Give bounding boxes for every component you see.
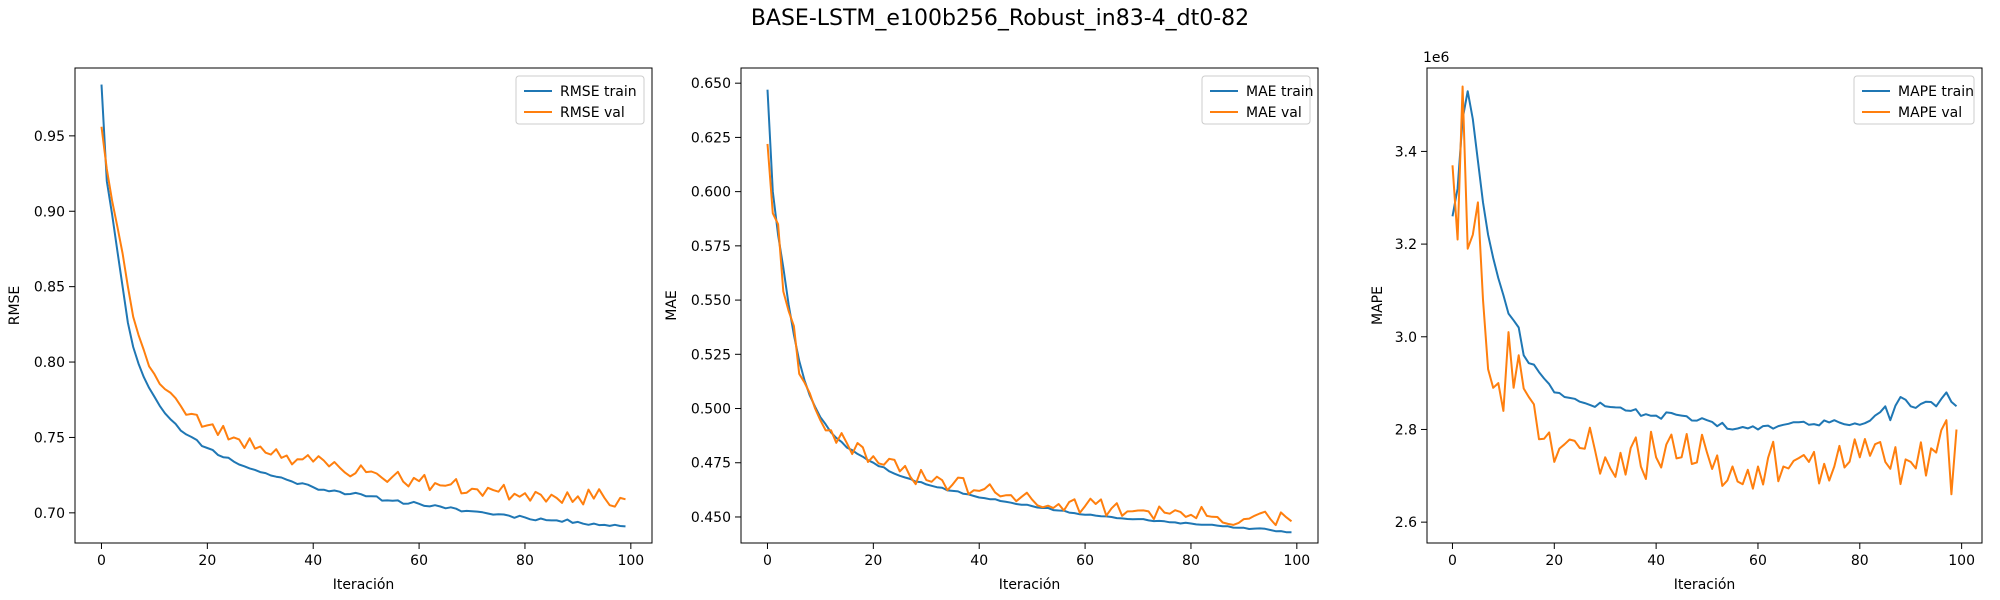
mae-legend: MAE train MAE val	[1201, 75, 1314, 125]
mae-x-tick-label: 60	[1076, 553, 1094, 569]
mape-y-tick-label: 2.8	[1395, 422, 1417, 438]
mape-y-tick-label: 3.4	[1395, 144, 1417, 160]
mae-x-tick-label: 40	[970, 553, 988, 569]
rmse-series-val-line	[100, 126, 626, 508]
mape-axes-frame	[1426, 67, 1983, 544]
mae-y-axis-label: MAE	[664, 290, 680, 321]
mape-x-tick-label: 20	[1545, 553, 1563, 569]
rmse-x-tick-label: 60	[410, 553, 428, 569]
mae-y-tick-label: 0.575	[691, 239, 731, 255]
mae-y-tick-label: 0.650	[691, 76, 731, 92]
rmse-legend: RMSE train RMSE val	[515, 75, 645, 125]
mape-plot-area: 0 20 40 60 80 100 2.6 2.8 3.0 3.2 3.4 Iteración MAPE…	[1370, 50, 1983, 593]
mape-scale-label: 1e6	[1423, 50, 1450, 66]
rmse-x-axis-label: Iteración	[333, 577, 395, 593]
mae-x-tick-label: 0	[763, 553, 772, 569]
mae-x-tick-label: 80	[1182, 553, 1200, 569]
mape-legend: MAPE train MAPE val	[1853, 75, 1975, 125]
rmse-y-tick-label: 0.75	[34, 430, 65, 446]
rmse-x-tick-label: 0	[97, 553, 106, 569]
figure-title: BASE-LSTM_e100b256_Robust_in83-4_dt0-82	[750, 6, 1250, 31]
mae-y-tick-label: 0.625	[691, 130, 731, 146]
mape-series-val-line	[1451, 85, 1958, 496]
mape-series-train-line	[1451, 90, 1958, 431]
mae-y-tick-label: 0.600	[691, 185, 731, 201]
mape-x-tick-label: 0	[1448, 553, 1457, 569]
mape-y-tick-label: 3.2	[1395, 237, 1417, 253]
rmse-plot-area: 0 20 40 60 80 100 0.70 0.75 0.80 0.85 0.90 0.95 Iter…	[7, 67, 653, 593]
rmse-series-train-line	[100, 84, 626, 528]
mae-x-tick-label: 20	[864, 553, 882, 569]
mae-y-tick-label: 0.550	[691, 293, 731, 309]
mape-y-tick-label: 2.6	[1395, 515, 1417, 531]
mae-series-val-line	[766, 143, 1293, 527]
rmse-y-tick-label: 0.95	[34, 129, 65, 145]
mape-x-tick-label: 40	[1647, 553, 1665, 569]
mape-legend-label: MAPE val	[1898, 105, 1962, 121]
mape-x-tick-label: 60	[1749, 553, 1767, 569]
mape-x-tick-label: 100	[1948, 553, 1975, 569]
rmse-y-axis-label: RMSE	[7, 286, 23, 326]
mae-plot-area: 0 20 40 60 80 100 0.450 0.475 0.500 0.525 0.550 0.5…	[664, 67, 1319, 593]
mape-legend-label: MAPE train	[1898, 84, 1974, 100]
rmse-y-tick-label: 0.90	[34, 204, 65, 220]
mae-legend-label: MAE val	[1246, 105, 1302, 121]
rmse-x-tick-label: 100	[617, 553, 644, 569]
rmse-x-tick-label: 20	[198, 553, 216, 569]
rmse-axes-frame	[74, 67, 653, 544]
mae-x-axis-label: Iteración	[999, 577, 1061, 593]
mae-axes-frame	[740, 67, 1319, 544]
rmse-x-tick-label: 80	[516, 553, 534, 569]
mae-y-tick-label: 0.500	[691, 402, 731, 418]
mape-y-tick-label: 3.0	[1395, 330, 1417, 346]
rmse-legend-label: RMSE train	[560, 84, 637, 100]
rmse-y-tick-label: 0.80	[34, 355, 65, 371]
mae-legend-label: MAE train	[1246, 84, 1314, 100]
mae-series-train-line	[766, 89, 1292, 534]
rmse-y-tick-label: 0.70	[34, 506, 65, 522]
rmse-x-tick-label: 40	[304, 553, 322, 569]
mae-y-tick-label: 0.525	[691, 347, 731, 363]
mape-x-tick-label: 80	[1851, 553, 1869, 569]
mape-x-axis-label: Iteración	[1674, 577, 1736, 593]
mape-y-axis-label: MAPE	[1370, 286, 1386, 325]
rmse-legend-label: RMSE val	[560, 105, 625, 121]
mae-y-tick-label: 0.475	[691, 456, 731, 472]
mae-y-tick-label: 0.450	[691, 510, 731, 526]
rmse-y-tick-label: 0.85	[34, 280, 65, 296]
mae-x-tick-label: 100	[1283, 553, 1310, 569]
